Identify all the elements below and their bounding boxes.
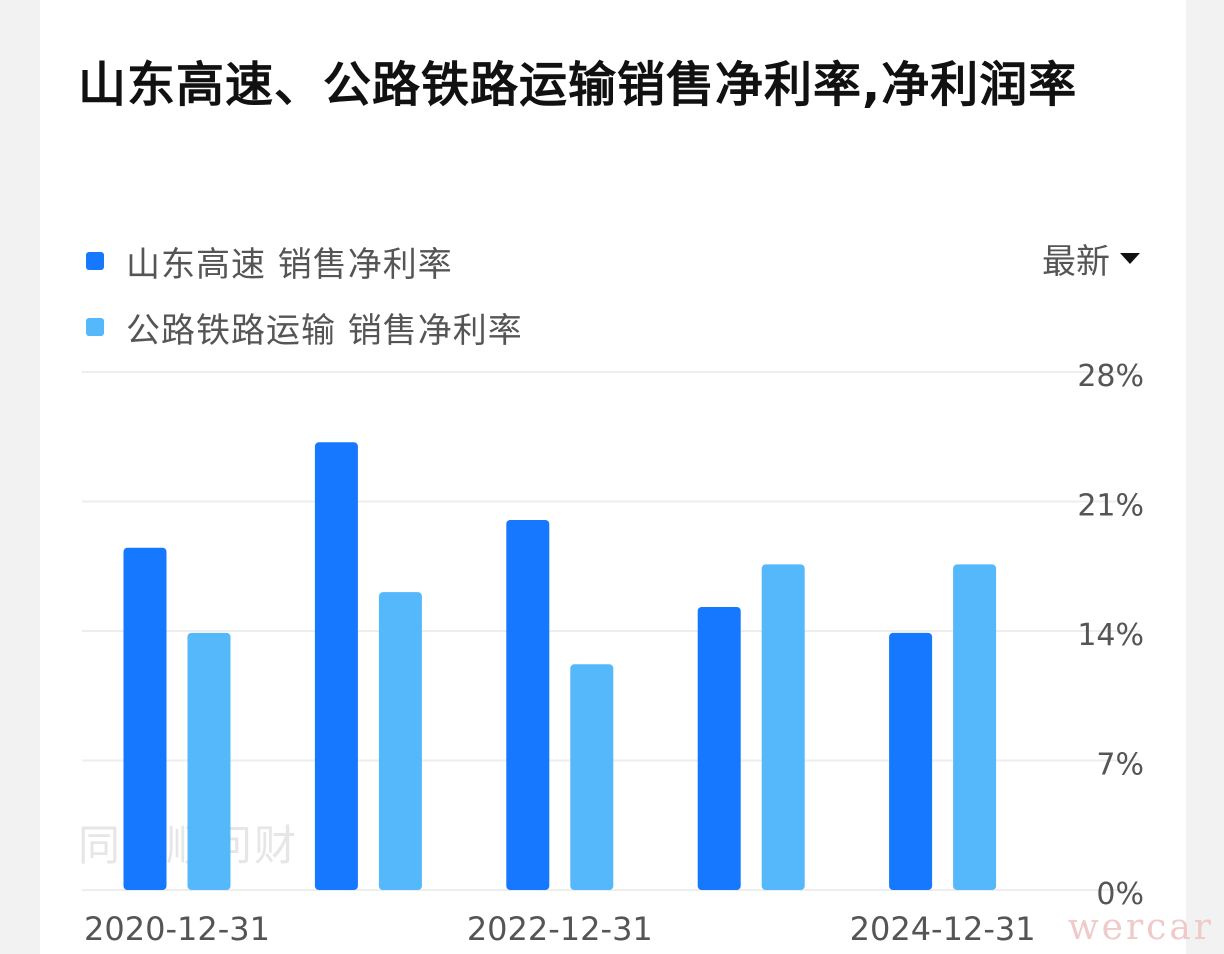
bar	[314, 442, 358, 890]
period-dropdown[interactable]: 最新	[1042, 234, 1140, 283]
bar	[570, 664, 614, 890]
legend-label-series-2: 公路铁路运输 销售净利率	[126, 310, 523, 351]
corner-watermark: wercar	[1067, 907, 1214, 948]
y-tick-label: 7%	[1096, 748, 1144, 783]
page-title: 山东高速、公路铁路运输销售净利率,净利润率	[78, 57, 1078, 113]
bar	[506, 520, 550, 890]
chart-legend: 山东高速 销售净利率 公路铁路运输 销售净利率	[86, 228, 523, 360]
watermark: 同花顺问财	[78, 812, 298, 873]
legend-swatch-series-2	[86, 318, 104, 336]
bar	[187, 632, 231, 890]
bar	[761, 564, 805, 890]
bar	[697, 606, 741, 890]
bar	[953, 564, 997, 890]
y-tick-label: 14%	[1077, 618, 1144, 653]
y-tick-label: 21%	[1077, 489, 1144, 524]
period-dropdown-label: 最新	[1042, 242, 1110, 282]
x-tick-label: 2020-12-31	[84, 910, 270, 948]
x-tick-label: 2022-12-31	[467, 910, 653, 948]
y-tick-label: 0%	[1096, 877, 1144, 912]
legend-item-series-1[interactable]: 山东高速 销售净利率	[86, 228, 523, 294]
bar	[889, 632, 933, 890]
bar	[378, 592, 422, 890]
legend-label-series-1: 山东高速 销售净利率	[126, 244, 453, 285]
bar	[123, 547, 167, 890]
caret-down-icon	[1120, 253, 1140, 264]
legend-swatch-series-1	[86, 252, 104, 270]
legend-item-series-2[interactable]: 公路铁路运输 销售净利率	[86, 294, 523, 360]
y-tick-label: 28%	[1077, 359, 1144, 394]
x-tick-label: 2024-12-31	[850, 910, 1036, 948]
